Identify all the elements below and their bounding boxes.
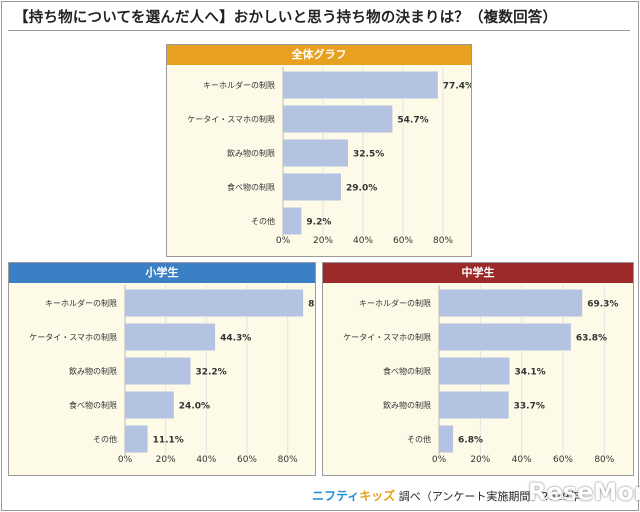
x-tick-label: 80% bbox=[433, 236, 453, 246]
data-label: 44.3% bbox=[220, 334, 251, 344]
x-tick-label: 20% bbox=[313, 236, 333, 246]
panel-header-junior: 中学生 bbox=[323, 263, 633, 283]
brand-kids: キッズ bbox=[359, 489, 396, 503]
data-label: 29.0% bbox=[346, 184, 377, 194]
category-label: その他 bbox=[251, 216, 275, 226]
x-tick-label: 60% bbox=[237, 455, 257, 465]
category-label: キーホルダーの制限 bbox=[45, 298, 117, 308]
chart-total: 0% 20% 40% 60% 80% キーホルダーの制限 77.4% ケータイ・スマホの制限 5… bbox=[187, 67, 471, 246]
bar bbox=[283, 173, 341, 201]
chart-elementary: 0% 20% 40% 60% 80% キーホルダーの制限 87.6% ケータイ・スマホの制限 4… bbox=[29, 285, 315, 465]
title-divider bbox=[8, 30, 630, 31]
x-tick-label: 20% bbox=[156, 455, 176, 465]
data-label: 24.0% bbox=[179, 402, 210, 412]
x-tick-label: 80% bbox=[594, 455, 614, 465]
bar bbox=[125, 289, 304, 317]
data-label: 63.8% bbox=[576, 334, 607, 344]
category-label: ケータイ・スマホの制限 bbox=[29, 332, 117, 342]
chart-junior: 0% 20% 40% 60% 80% キーホルダーの制限 69.3% ケータイ・スマホの制限 6… bbox=[343, 285, 618, 465]
category-label: 食べ物の制限 bbox=[227, 182, 275, 192]
x-tick-label: 40% bbox=[512, 455, 532, 465]
data-label: 34.1% bbox=[514, 368, 545, 378]
x-tick-label: 60% bbox=[553, 455, 573, 465]
bar bbox=[439, 357, 510, 385]
data-label: 6.8% bbox=[458, 436, 483, 446]
data-label: 11.1% bbox=[153, 436, 184, 446]
data-label: 9.2% bbox=[306, 218, 331, 228]
category-label: ケータイ・スマホの制限 bbox=[343, 332, 431, 342]
bar bbox=[439, 289, 583, 317]
panel-header-elementary: 小学生 bbox=[9, 263, 315, 283]
x-tick-label: 0% bbox=[276, 236, 291, 246]
category-label: キーホルダーの制限 bbox=[203, 80, 275, 90]
data-label: 54.7% bbox=[397, 116, 428, 126]
x-tick-label: 40% bbox=[196, 455, 216, 465]
x-tick-label: 20% bbox=[470, 455, 490, 465]
data-label: 69.3% bbox=[587, 300, 618, 310]
watermark-logo: ReseMom bbox=[528, 478, 640, 506]
bar bbox=[283, 207, 302, 235]
category-label: 食べ物の制限 bbox=[383, 366, 431, 376]
source-text: 調べ（アンケート実施期間：2019年… bbox=[398, 490, 592, 503]
data-label: 87.6% bbox=[308, 300, 315, 310]
data-label: 32.2% bbox=[195, 368, 226, 378]
x-tick-label: 0% bbox=[118, 455, 133, 465]
bar bbox=[125, 391, 174, 419]
x-tick-label: 0% bbox=[432, 455, 447, 465]
category-label: その他 bbox=[407, 434, 431, 444]
bar bbox=[439, 391, 509, 419]
bar bbox=[439, 323, 571, 351]
chart-panel-total: 全体グラフ 0% 20% 40% 60% 80% キーホルダーの制限 77.4% ケータイ・ス… bbox=[166, 44, 472, 257]
category-label: ケータイ・スマホの制限 bbox=[187, 114, 275, 124]
source-footer: ニフティキッズ 調べ（アンケート実施期間：2019年… bbox=[312, 487, 591, 504]
bar bbox=[125, 425, 148, 453]
category-label: 飲み物の制限 bbox=[383, 400, 431, 410]
category-label: 飲み物の制限 bbox=[69, 366, 117, 376]
panel-header-total: 全体グラフ bbox=[167, 45, 471, 65]
chart-panel-junior: 中学生 0% 20% 40% 60% 80% キーホルダーの制限 69.3% ケータイ・スマホ… bbox=[322, 262, 634, 476]
brand-nifty: ニフティ bbox=[312, 489, 360, 503]
x-tick-label: 40% bbox=[353, 236, 373, 246]
category-label: 食べ物の制限 bbox=[69, 400, 117, 410]
bar bbox=[125, 357, 191, 385]
chart-panel-elementary: 小学生 0% 20% 40% 60% 80% キーホルダーの制限 87.6% ケータイ・スマホ… bbox=[8, 262, 316, 476]
data-label: 77.4% bbox=[443, 82, 471, 92]
bar bbox=[439, 425, 454, 453]
x-tick-label: 60% bbox=[393, 236, 413, 246]
bar bbox=[283, 71, 438, 99]
category-label: その他 bbox=[93, 434, 117, 444]
data-label: 32.5% bbox=[353, 150, 384, 160]
x-tick-label: 80% bbox=[278, 455, 298, 465]
category-label: キーホルダーの制限 bbox=[359, 298, 431, 308]
page-title: 【持ち物についてを選んだ人へ】おかしいと思う持ち物の決まりは？（複数回答） bbox=[14, 10, 558, 26]
category-label: 飲み物の制限 bbox=[227, 148, 275, 158]
bar bbox=[283, 139, 348, 167]
data-label: 33.7% bbox=[514, 402, 545, 412]
bar bbox=[125, 323, 216, 351]
bar bbox=[283, 105, 393, 133]
